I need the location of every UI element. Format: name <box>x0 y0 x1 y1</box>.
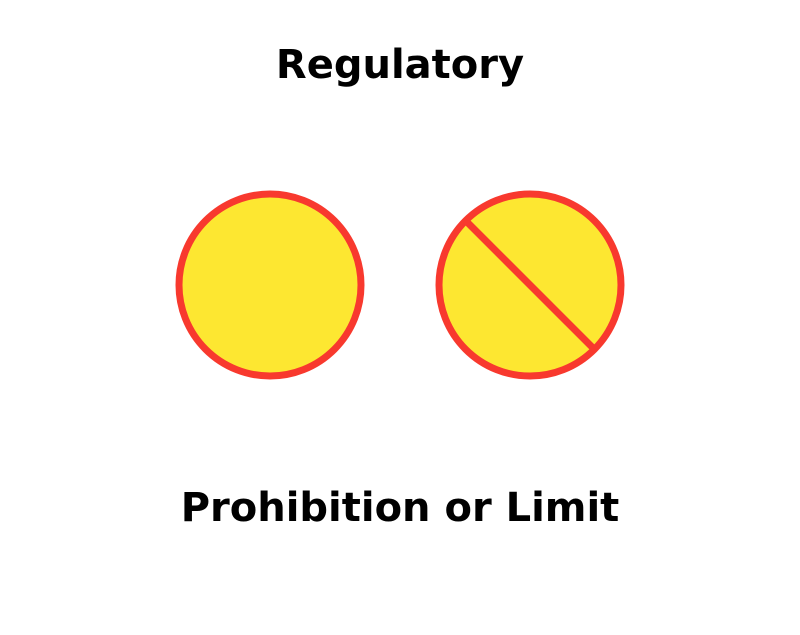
plain-circle-sign-icon <box>175 190 365 380</box>
caption-prohibition-or-limit: Prohibition or Limit <box>180 485 620 531</box>
circle-with-diagonal-bar-sign-icon <box>435 190 625 380</box>
page-title: Regulatory <box>275 42 525 88</box>
